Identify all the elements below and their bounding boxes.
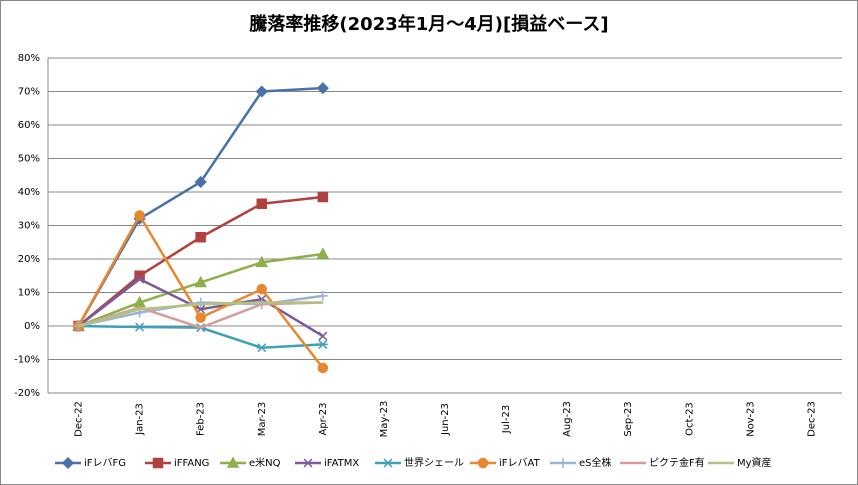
x-tick-label: Feb-23 [196,402,207,436]
legend-label: iFレバAT [499,457,541,469]
legend-label: eS全株 [579,456,612,469]
y-tick-label: 10% [18,288,40,299]
chart-title: 騰落率推移(2023年1月～4月)[損益ベース] [249,13,608,35]
marker [134,322,145,332]
y-tick-label: 40% [18,187,40,198]
marker [318,331,328,341]
y-tick-label: 70% [18,87,40,98]
marker [558,458,568,468]
y-tick-label: -20% [14,388,40,399]
marker [194,275,207,288]
legend-label: iFFANG [174,458,209,469]
y-tick-label: 30% [18,221,40,232]
marker [317,290,328,301]
legend-label: e米NQ [249,456,281,469]
series-line [78,301,323,328]
x-tick-label: Aug-23 [562,401,573,437]
y-tick-label: 20% [18,254,40,265]
legend-label: iFATMX [324,458,359,469]
marker [303,458,313,468]
marker [255,85,268,98]
marker [226,456,240,468]
marker [255,255,269,268]
marker [316,82,329,95]
x-tick-label: Jun-23 [440,403,451,436]
marker [195,297,206,308]
x-tick-label: Jul-23 [501,405,512,434]
x-tick-label: Jan-23 [135,403,146,436]
y-tick-label: 60% [18,120,40,131]
marker [256,283,268,295]
marker [194,175,207,189]
x-tick-label: Dec-22 [74,401,85,437]
y-tick-label: -10% [14,355,40,366]
legend-label: My資産 [737,456,772,469]
x-tick-label: May-23 [379,401,390,438]
y-tick-label: 50% [18,154,40,165]
marker [256,198,268,209]
marker [383,458,393,468]
marker [135,274,145,284]
legend-label: ピクテ金F有 [649,456,705,469]
marker [61,456,75,470]
marker [477,457,489,469]
x-tick-label: Oct-23 [684,402,695,436]
legend-label: iFレバFG [84,457,126,469]
marker [195,312,206,323]
marker [317,339,328,349]
marker [152,457,164,469]
x-tick-label: Mar-23 [257,402,268,437]
y-tick-label: 0% [24,321,40,332]
marker [134,210,145,221]
y-tick-label: 80% [18,53,40,64]
marker [317,362,329,374]
x-tick-label: Apr-23 [318,403,329,436]
x-tick-label: Nov-23 [745,401,756,437]
marker [317,191,329,203]
marker [256,343,267,353]
legend-label: 世界シェール [404,457,464,469]
x-tick-label: Dec-23 [806,401,817,437]
marker [316,247,330,259]
marker [195,231,206,243]
x-tick-label: Sep-23 [623,401,634,436]
